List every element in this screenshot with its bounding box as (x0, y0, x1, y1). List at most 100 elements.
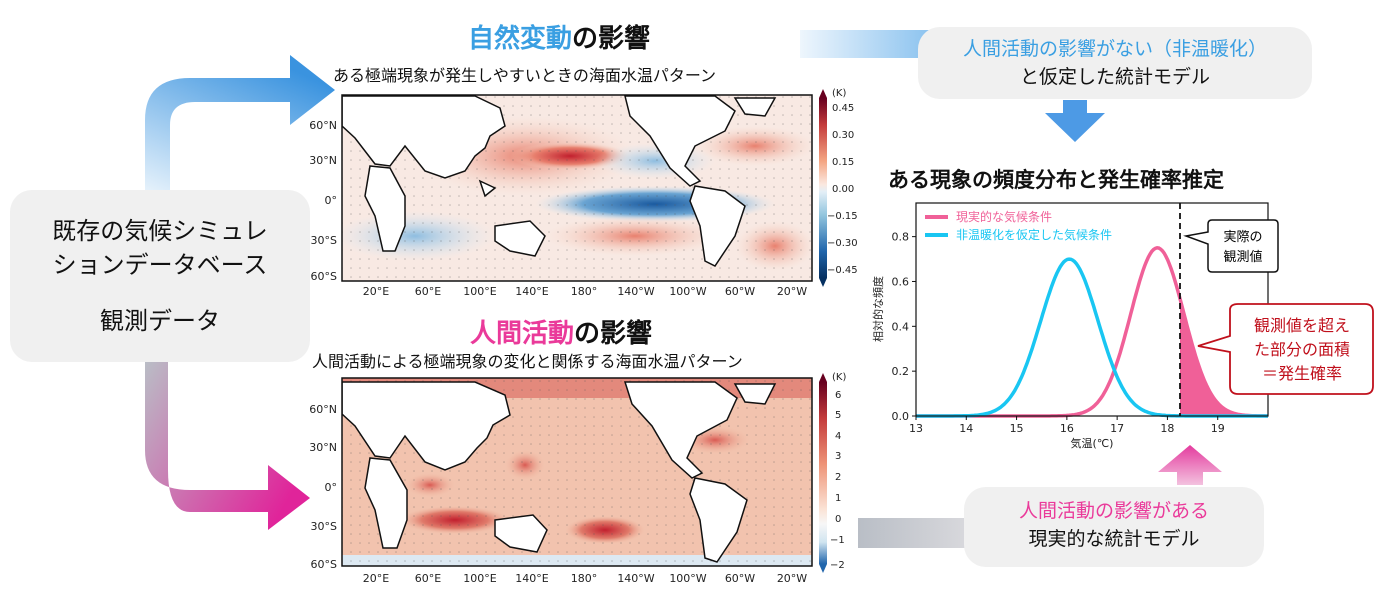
natural-lat-tick: 60°S (311, 270, 337, 283)
x-tick-label: 14 (959, 422, 973, 435)
human-lat-tick: 0° (325, 481, 338, 494)
natural-cb-tick: 0.15 (832, 157, 854, 168)
human-cb-tick: 3 (835, 451, 841, 462)
human-cb-tick: −2 (830, 560, 845, 571)
data-source-line1: 既存の気候シミュレ (52, 217, 268, 245)
natural-cb-tick: −0.45 (827, 265, 858, 276)
natural-lon-tick: 20°W (777, 285, 807, 298)
realistic-model-line2: 現実的な統計モデル (1028, 528, 1200, 550)
y-tick-label: 0.0 (892, 410, 910, 423)
data-source-line3: 観測データ (100, 307, 220, 335)
human-lat-tick: 30°N (309, 441, 337, 454)
natural-cb-tick: −0.30 (827, 238, 858, 249)
natural-lon-tick: 60°E (415, 285, 441, 298)
human-cb-tick: 4 (835, 431, 841, 442)
natural-cb-tick: 0.00 (832, 184, 854, 195)
exceedance-callout-line3: ＝発生確率 (1262, 364, 1342, 383)
natural-sst-map: 60°N 30°N 0° 30°S 60°S 20°E 60°E 100°E 1… (309, 88, 858, 298)
natural-lon-tick: 20°E (363, 285, 389, 298)
x-axis-label: 気温(℃) (1071, 436, 1114, 450)
human-title-rest: の影響 (574, 319, 653, 349)
data-source-box: 既存の気候シミュレ ションデータベース 観測データ (10, 190, 310, 362)
human-cb-tick: −1 (830, 535, 845, 546)
y-tick-label: 0.2 (892, 365, 910, 378)
human-lon-tick: 140°W (617, 572, 654, 585)
human-lon-tick: 60°W (725, 572, 755, 585)
natural-title-highlight: 自然変動 (468, 24, 573, 54)
human-lon-tick: 180° (571, 572, 598, 585)
natural-colorbar-unit: (K) (832, 88, 846, 99)
exceedance-area (1180, 298, 1268, 416)
human-lat-tick: 60°S (311, 558, 337, 571)
natural-title-rest: の影響 (572, 24, 651, 54)
natural-lon-tick: 60°W (725, 285, 755, 298)
exceedance-callout: 観測値を超え た部分の面積 ＝発生確率 (1197, 303, 1374, 395)
human-title: 人間活動の影響 (470, 313, 652, 350)
human-colorbar (819, 382, 827, 564)
human-lon-tick: 100°W (669, 572, 706, 585)
arrow-top-right (800, 30, 930, 58)
observed-callout-line1: 実際の (1223, 229, 1262, 245)
natural-lat-tick: 30°S (311, 234, 337, 247)
y-tick-label: 0.4 (892, 320, 910, 333)
human-lat-tick: 60°N (309, 403, 337, 416)
human-cb-tick: 0 (835, 514, 841, 525)
observed-callout-line2: 観測値 (1223, 249, 1262, 265)
human-lat-tick: 30°S (311, 520, 337, 533)
non-warming-model-box: 人間活動の影響がない（非温暖化） と仮定した統計モデル (918, 27, 1312, 99)
arrow-down-blue (1045, 100, 1105, 142)
human-cb-tick: 1 (835, 493, 841, 504)
natural-subtitle: ある極端現象が発生しやすいときの海面水温パターン (333, 66, 717, 85)
human-subtitle: 人間活動による極端現象の変化と関係する海面水温パターン (312, 352, 743, 371)
arrow-to-human (145, 360, 310, 530)
human-lon-tick: 140°E (515, 572, 548, 585)
natural-title: 自然変動の影響 (468, 18, 650, 55)
human-lon-tick: 20°E (363, 572, 389, 585)
natural-lat-tick: 60°N (309, 119, 337, 132)
human-lon-tick: 60°E (415, 572, 441, 585)
human-title-highlight: 人間活動 (470, 319, 575, 349)
data-source-line2: ションデータベース (52, 251, 268, 279)
legend-nonwarming: 非温暖化を仮定した気候条件 (956, 227, 1112, 242)
arrow-bottom-right (858, 518, 970, 548)
natural-lon-tick: 140°W (617, 285, 654, 298)
natural-lat-tick: 0° (325, 194, 338, 207)
natural-cb-tick: 0.45 (832, 103, 854, 114)
human-lon-tick: 20°W (777, 572, 807, 585)
x-tick-label: 17 (1110, 422, 1124, 435)
x-tick-label: 18 (1160, 422, 1174, 435)
x-tick-label: 19 (1211, 422, 1225, 435)
natural-lon-tick: 100°E (463, 285, 496, 298)
human-sst-map: 60°N 30°N 0° 30°S 60°S 20°E 60°E 100°E 1… (309, 372, 846, 585)
observed-callout: 実際の 観測値 (1183, 219, 1279, 273)
natural-lon-tick: 180° (571, 285, 598, 298)
natural-lat-tick: 30°N (309, 154, 337, 167)
human-cb-tick: 6 (835, 390, 841, 401)
exceedance-callout-line2: た部分の面積 (1254, 340, 1350, 359)
y-tick-label: 0.8 (892, 231, 910, 244)
chart-title: ある現象の頻度分布と発生確率推定 (888, 168, 1224, 192)
human-colorbar-unit: (K) (832, 372, 846, 383)
realistic-model-line1: 人間活動の影響がある (1018, 500, 1209, 522)
natural-lon-tick: 140°E (515, 285, 548, 298)
x-tick-label: 13 (909, 422, 923, 435)
natural-cb-tick: 0.30 (832, 130, 854, 141)
natural-cb-tick: −0.15 (827, 211, 858, 222)
x-tick-label: 15 (1010, 422, 1024, 435)
natural-lon-tick: 100°W (669, 285, 706, 298)
arrow-up-pink (1158, 445, 1222, 485)
frequency-distribution-chart: 13 14 15 16 17 18 19 0.0 0.2 0.4 0.6 0.8 気温(℃) 相対的… (871, 202, 1269, 450)
non-warming-model-line1: 人間活動の影響がない（非温暖化） (962, 38, 1267, 60)
arrow-to-natural (145, 55, 335, 195)
x-tick-label: 16 (1060, 422, 1074, 435)
realistic-model-box: 人間活動の影響がある 現実的な統計モデル (964, 487, 1264, 567)
human-lon-tick: 100°E (463, 572, 496, 585)
y-tick-label: 0.6 (892, 275, 910, 288)
human-cb-tick: 5 (835, 410, 841, 421)
exceedance-callout-line1: 観測値を超え (1254, 316, 1350, 335)
natural-colorbar (819, 98, 827, 278)
human-cb-tick: 2 (835, 472, 841, 483)
non-warming-model-line2: と仮定した統計モデル (1019, 66, 1210, 88)
legend-realistic: 現実的な気候条件 (956, 209, 1052, 224)
